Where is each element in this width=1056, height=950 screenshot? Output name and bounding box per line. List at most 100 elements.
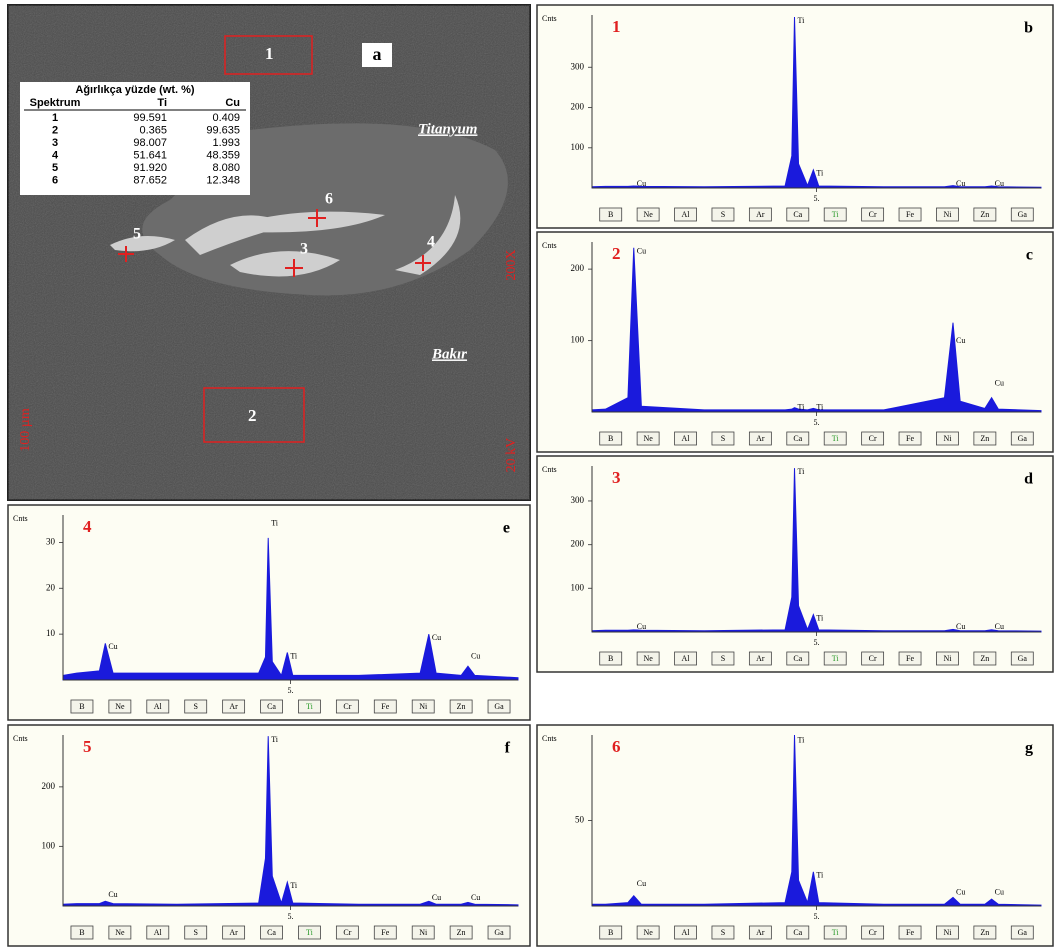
element-button-label: Ca — [793, 654, 802, 663]
y-tick-label: 200 — [571, 102, 585, 112]
element-button — [823, 207, 847, 222]
element-button — [298, 925, 321, 940]
element-button — [936, 651, 959, 666]
peak-label: Ti — [290, 881, 298, 890]
element-button-label: Fe — [906, 654, 914, 663]
element-button — [599, 207, 623, 222]
element-button-label: B — [608, 434, 613, 443]
peak-label: Cu — [995, 622, 1004, 631]
element-button — [108, 925, 132, 940]
spectrum — [591, 734, 1042, 907]
table-cell: 99.635 — [206, 124, 240, 136]
element-button-label: Ti — [832, 434, 840, 443]
element-button — [861, 431, 885, 446]
element-button-label: Cr — [343, 702, 351, 711]
element-button — [222, 925, 246, 940]
element-button — [711, 925, 735, 940]
element-button-label: Al — [682, 654, 691, 663]
element-button — [599, 431, 623, 446]
point-label: 6 — [325, 191, 333, 208]
element-button-label: Ni — [419, 702, 428, 711]
element-button-label: Cr — [869, 434, 877, 443]
element-button-label: Ne — [643, 928, 653, 937]
element-button — [786, 207, 810, 222]
element-button — [898, 925, 922, 940]
element-button-label: Ni — [943, 928, 952, 937]
element-button — [599, 651, 623, 666]
x-tick-label: 5. — [814, 194, 820, 203]
table-cell: 0.409 — [212, 112, 240, 124]
table-cell: 48.359 — [206, 149, 240, 161]
element-button — [861, 925, 885, 940]
element-button — [748, 651, 772, 666]
y-unit: Cnts — [542, 465, 557, 474]
y-tick-label: 20 — [46, 582, 56, 592]
element-button — [184, 699, 208, 714]
element-button-label: Ni — [943, 434, 952, 443]
spectrum-number: 4 — [83, 517, 92, 536]
table-cell: 12.348 — [206, 174, 240, 186]
peak-label: Cu — [432, 633, 441, 642]
element-button — [1010, 925, 1034, 940]
element-button-label: Zn — [457, 928, 466, 937]
region-label: 2 — [248, 406, 257, 425]
element-button — [786, 431, 810, 446]
element-button-label: Ne — [643, 654, 653, 663]
element-button-label: Cr — [869, 210, 877, 219]
spectrum-panel — [536, 231, 1054, 453]
y-tick-label: 300 — [571, 61, 585, 71]
element-button-label: S — [721, 928, 725, 937]
element-button-label: Zn — [980, 434, 989, 443]
element-button-label: Ar — [756, 654, 765, 663]
y-unit: Cnts — [13, 514, 28, 523]
element-button-label: Ar — [229, 928, 238, 937]
element-button — [260, 699, 283, 714]
element-button-label: S — [193, 928, 197, 937]
spectrum — [62, 537, 519, 681]
table-cell: 51.641 — [133, 149, 167, 161]
peak-label: Cu — [995, 179, 1004, 188]
element-button — [936, 431, 959, 446]
element-button-label: Ca — [793, 928, 802, 937]
element-button-label: Ga — [494, 702, 504, 711]
element-button-label: Cr — [869, 654, 877, 663]
panel-letter: b — [1024, 20, 1033, 37]
element-button-label: S — [193, 702, 197, 711]
element-button-label: S — [721, 654, 725, 663]
spectrum-number: 5 — [83, 737, 92, 756]
element-button-label: Cr — [343, 928, 351, 937]
table-cell: 91.920 — [133, 162, 167, 174]
peak-label: Cu — [637, 247, 646, 256]
table-cell: 8.080 — [212, 162, 240, 174]
scale-label: 100 µm — [18, 408, 33, 452]
element-button — [898, 431, 922, 446]
element-button-label: Ga — [1018, 210, 1028, 219]
y-tick-label: 100 — [571, 335, 585, 345]
panel-letter: g — [1025, 740, 1033, 757]
reaction-layers — [110, 195, 461, 277]
spectrum — [591, 247, 1042, 413]
magnification: 200X — [504, 249, 519, 280]
element-button — [108, 699, 132, 714]
peak-label: Ti — [797, 402, 805, 411]
element-button — [674, 651, 697, 666]
element-button — [449, 925, 473, 940]
y-unit: Cnts — [542, 241, 557, 250]
element-button-label: Fe — [906, 928, 914, 937]
table-cell: 3 — [52, 137, 58, 149]
y-unit: Cnts — [542, 734, 557, 743]
point-label: 5 — [133, 226, 141, 243]
y-tick-label: 200 — [571, 263, 585, 273]
element-button — [599, 925, 623, 940]
element-button-label: Al — [682, 210, 691, 219]
element-button-label: Al — [682, 434, 691, 443]
table-cell: 6 — [52, 174, 58, 186]
element-button-label: Ti — [306, 702, 314, 711]
element-button-label: B — [608, 210, 613, 219]
element-button — [748, 925, 772, 940]
y-tick-label: 100 — [42, 840, 56, 850]
element-button-label: Ga — [1018, 654, 1028, 663]
point-markers — [118, 209, 431, 277]
y-tick-label: 10 — [46, 628, 56, 638]
element-button-label: Ar — [756, 928, 765, 937]
